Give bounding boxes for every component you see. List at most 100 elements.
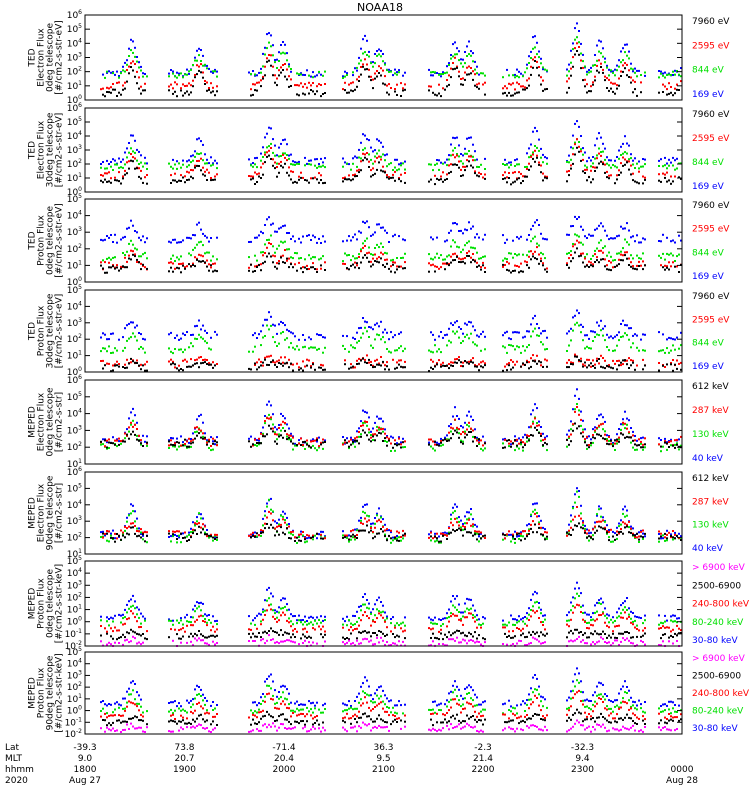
data-point: [476, 86, 478, 89]
data-point: [592, 538, 594, 541]
data-point: [626, 54, 628, 57]
data-point: [382, 153, 384, 156]
data-point: [484, 255, 486, 258]
data-point: [454, 321, 456, 324]
data-point: [438, 168, 440, 171]
data-point: [386, 165, 388, 168]
data-point: [186, 236, 188, 239]
data-point: [528, 529, 530, 532]
data-point: [290, 438, 292, 441]
data-point: [124, 266, 126, 269]
data-point: [660, 450, 662, 453]
data-point: [502, 438, 504, 441]
data-point: [438, 83, 440, 86]
data-point: [446, 434, 448, 437]
data-point: [402, 446, 404, 449]
data-point: [452, 163, 454, 166]
data-point: [436, 539, 438, 542]
data-point: [536, 323, 538, 325]
data-point: [404, 440, 406, 443]
data-point: [318, 181, 320, 184]
data-point: [298, 175, 300, 178]
data-point: [600, 319, 602, 322]
data-point: [622, 335, 624, 338]
data-point: [298, 94, 300, 97]
data-point: [540, 147, 542, 150]
data-point: [124, 254, 126, 256]
data-point: [140, 368, 142, 371]
data-point: [390, 176, 392, 179]
data-point: [378, 261, 380, 264]
data-point: [194, 59, 196, 62]
data-point: [388, 267, 390, 270]
data-point: [362, 357, 364, 360]
data-point: [316, 449, 318, 452]
data-point: [180, 444, 182, 447]
data-point: [250, 263, 252, 266]
data-point: [348, 268, 350, 271]
data-point: [284, 356, 286, 359]
data-point: [440, 178, 442, 181]
data-point: [394, 90, 396, 93]
data-point: [532, 531, 534, 534]
data-point: [376, 363, 378, 366]
data-point: [502, 538, 504, 541]
data-point: [324, 535, 326, 538]
data-point: [482, 366, 484, 369]
data-point: [348, 440, 350, 443]
data-point: [344, 363, 346, 366]
data-point: [624, 163, 626, 166]
data-point: [194, 74, 196, 76]
data-point: [670, 438, 672, 441]
data-point: [276, 262, 278, 265]
data-point: [580, 517, 582, 520]
legend-black: 7960 eV: [692, 201, 730, 211]
data-point: [260, 251, 262, 254]
data-point: [458, 246, 460, 249]
data-point: [256, 264, 258, 267]
data-point: [132, 243, 134, 246]
data-point: [208, 347, 210, 350]
data-point: [248, 175, 250, 177]
data-point: [272, 526, 274, 529]
data-point: [290, 432, 292, 435]
data-point: [670, 363, 672, 366]
data-point: [290, 362, 292, 365]
data-point: [268, 145, 270, 148]
data-point: [442, 87, 444, 90]
data-point: [138, 347, 140, 350]
data-point: [256, 173, 258, 176]
data-point: [196, 516, 198, 519]
data-point: [364, 153, 366, 156]
data-point: [474, 159, 476, 162]
data-point: [350, 179, 352, 182]
data-point: [282, 518, 284, 521]
data-point: [168, 240, 170, 243]
data-point: [254, 89, 256, 92]
data-point: [618, 364, 620, 367]
tick-exponent: 0: [78, 276, 82, 283]
data-point: [534, 160, 536, 163]
data-point: [214, 536, 216, 539]
data-point: [206, 332, 208, 334]
data-point: [206, 67, 208, 70]
data-point: [434, 535, 436, 538]
data-point: [472, 143, 474, 146]
y-tick-label: 105: [67, 482, 82, 494]
data-point: [616, 252, 618, 255]
data-point: [402, 74, 404, 77]
data-point: [324, 181, 326, 184]
data-point: [524, 530, 526, 533]
data-point: [606, 268, 608, 271]
data-point: [206, 359, 208, 361]
data-point: [580, 504, 582, 507]
data-point: [208, 536, 210, 539]
data-point: [534, 250, 536, 253]
data-point: [636, 364, 638, 367]
data-point: [466, 414, 468, 417]
data-point: [658, 443, 660, 446]
data-point: [264, 136, 266, 139]
data-point: [346, 335, 348, 338]
y-tick-label: 105: [67, 391, 82, 403]
data-point: [598, 162, 600, 165]
